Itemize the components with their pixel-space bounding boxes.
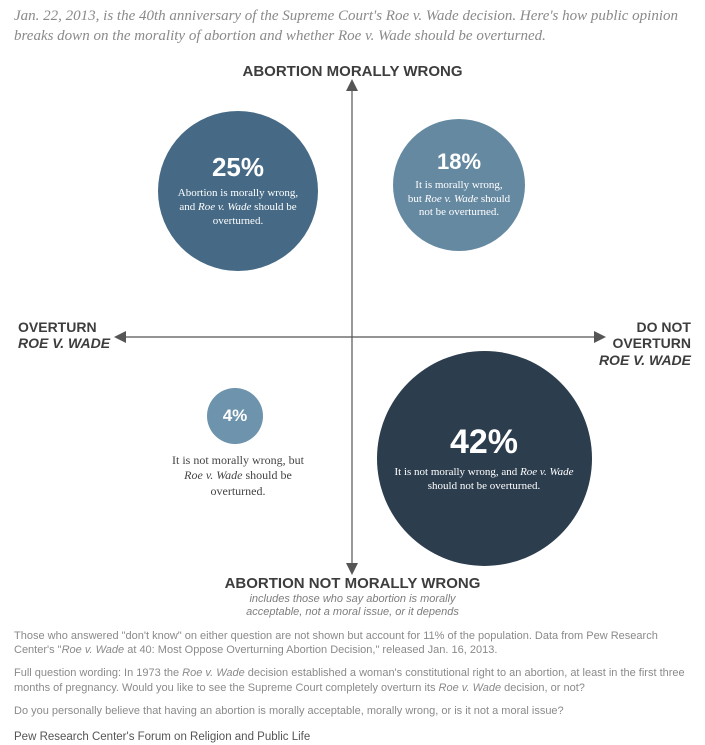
axis-label-right: DO NOT OVERTURN ROE V. WADE (599, 319, 691, 369)
source-attribution: Pew Research Center's Forum on Religion … (0, 727, 705, 743)
footnote-3: Do you personally believe that having an… (14, 704, 685, 719)
bubble-percent: 42% (450, 423, 518, 462)
bubble-q1: 25% Abortion is morally wrong, and Roe v.… (158, 111, 318, 271)
bubble-desc-outside: It is not morally wrong, but Roe v. Wade… (168, 453, 308, 500)
footnote-2: Full question wording: In 1973 the Roe v… (14, 666, 685, 696)
bubble-percent: 18% (437, 149, 481, 175)
bubble-q3: 4% (207, 388, 263, 444)
bubble-q4: 42% It is not morally wrong, and Roe v. W… (377, 351, 592, 566)
bubble-q2: 18% It is morally wrong, but Roe v. Wade … (393, 119, 525, 251)
bubble-percent: 4% (223, 406, 248, 426)
axis-label-bottom: ABORTION NOT MORALLY WRONG (0, 575, 705, 592)
intro-text: Jan. 22, 2013, is the 40th anniversary o… (0, 0, 705, 47)
bubble-desc: Abortion is morally wrong, and Roe v. Wa… (158, 187, 318, 228)
footnotes: Those who answered "don't know" on eithe… (0, 607, 705, 719)
bubble-desc: It is not morally wrong, and Roe v. Wade… (377, 466, 592, 494)
bubble-desc: It is morally wrong, but Roe v. Wade sho… (393, 179, 525, 220)
axis-label-top: ABORTION MORALLY WRONG (0, 63, 705, 80)
axis-label-bottom-sub: includes those who say abortion is moral… (0, 593, 705, 621)
bubble-percent: 25% (212, 152, 264, 183)
quadrant-chart: ABORTION MORALLY WRONG ABORTION NOT MORA… (0, 47, 705, 607)
footnote-1: Those who answered "don't know" on eithe… (14, 629, 685, 659)
axis-label-left: OVERTURN ROE V. WADE (18, 319, 110, 353)
